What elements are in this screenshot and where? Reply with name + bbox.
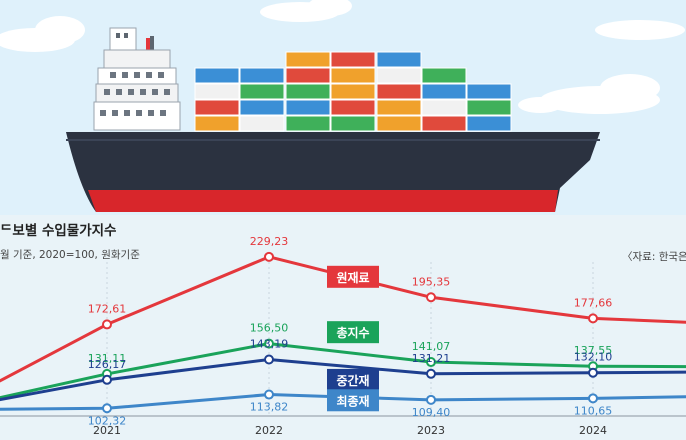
container-box xyxy=(285,51,331,68)
container-box xyxy=(239,115,285,132)
legend-label: 최종재 xyxy=(336,393,369,408)
data-label: 113,82 xyxy=(250,401,289,414)
container-box xyxy=(194,115,240,132)
data-point xyxy=(264,389,274,400)
source-note: 〈자료: 한국은 xyxy=(622,251,686,263)
clouds xyxy=(0,0,685,114)
container-box xyxy=(466,115,512,132)
data-label: 110,65 xyxy=(574,404,613,417)
cargo-ship-illustration xyxy=(66,27,600,212)
container-box xyxy=(285,115,331,132)
data-point xyxy=(426,357,436,368)
data-point xyxy=(426,292,436,303)
container-box xyxy=(421,67,467,84)
container-box xyxy=(330,67,376,84)
x-tick-label: 2024 xyxy=(579,424,607,437)
data-label: 131,11 xyxy=(88,352,127,365)
x-tick-label: 2022 xyxy=(255,424,283,437)
container-box xyxy=(376,83,422,100)
container-box xyxy=(194,83,240,100)
container-box xyxy=(285,67,331,84)
data-point xyxy=(588,313,598,324)
legend-badge xyxy=(327,368,379,391)
container-box xyxy=(421,99,467,116)
legend-badge xyxy=(327,265,379,288)
x-tick-labels: 2021 2022 2023 2024 xyxy=(93,424,607,437)
data-label: 229,23 xyxy=(250,235,289,248)
chart-title: ᄃ보별 수입물가지수 xyxy=(0,223,116,239)
legend-badge xyxy=(327,389,379,412)
data-label: 177,66 xyxy=(574,296,613,309)
data-label: 102,32 xyxy=(88,414,127,427)
data-point xyxy=(588,393,598,404)
container-box xyxy=(376,115,422,132)
series-line xyxy=(0,342,686,400)
container-box xyxy=(239,99,285,116)
container-stack xyxy=(194,51,512,132)
x-tick-label: 2021 xyxy=(93,424,121,437)
data-label: 141,07 xyxy=(412,340,451,353)
data-label: 137,55 xyxy=(574,344,613,357)
container-box xyxy=(330,99,376,116)
data-point xyxy=(264,338,274,349)
container-box xyxy=(239,83,285,100)
data-point xyxy=(102,403,112,414)
data-label: 131,21 xyxy=(412,352,451,365)
container-box xyxy=(285,99,331,116)
data-point xyxy=(264,251,274,262)
container-box xyxy=(376,99,422,116)
data-label: 126,17 xyxy=(88,358,127,371)
data-point xyxy=(102,319,112,330)
data-point xyxy=(588,367,598,378)
x-tick-label: 2023 xyxy=(417,424,445,437)
container-box xyxy=(466,99,512,116)
container-box xyxy=(421,83,467,100)
data-point xyxy=(102,374,112,385)
container-box xyxy=(194,67,240,84)
legend-label: 원재료 xyxy=(336,271,369,285)
data-label: 195,35 xyxy=(412,275,451,288)
container-box xyxy=(421,115,467,132)
data-label: 156,50 xyxy=(250,322,289,335)
container-box xyxy=(239,67,285,84)
container-box xyxy=(194,99,240,116)
container-box xyxy=(330,83,376,100)
container-box xyxy=(330,115,376,132)
legend-badge xyxy=(327,321,379,344)
data-label: 172,61 xyxy=(88,302,127,315)
container-box xyxy=(466,83,512,100)
data-point xyxy=(426,394,436,405)
container-box xyxy=(285,83,331,100)
container-box xyxy=(376,67,422,84)
container-box xyxy=(330,51,376,68)
data-label: 109,40 xyxy=(412,406,451,419)
chart-subtitle: 월 기준, 2020=100, 원화기준 xyxy=(0,249,140,261)
legend-label: 총지수 xyxy=(336,325,369,340)
data-label: 132,10 xyxy=(574,351,613,364)
container-box xyxy=(376,51,422,68)
legend-label: 중간재 xyxy=(336,373,369,388)
data-label: 143,19 xyxy=(250,338,289,351)
series-line xyxy=(0,358,686,402)
data-point xyxy=(426,368,436,379)
data-point xyxy=(264,354,274,365)
